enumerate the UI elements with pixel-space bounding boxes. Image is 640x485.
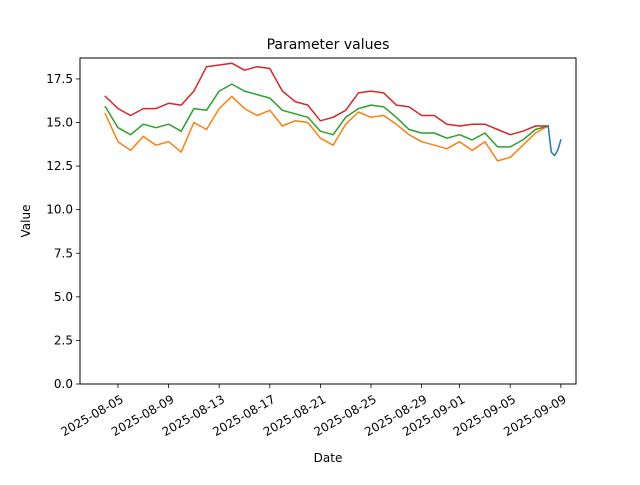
series-line-3 bbox=[104, 62, 549, 136]
y-tick-label: 15.0 bbox=[46, 116, 73, 130]
y-axis-ticks: 0.0 2.5 5.0 7.5 10.0 12.5 15.0 17.5 bbox=[46, 72, 80, 391]
series-layer bbox=[104, 62, 562, 162]
plot-frame bbox=[79, 57, 577, 385]
y-tick-label: 12.5 bbox=[46, 159, 73, 173]
y-axis-label: Value bbox=[19, 205, 33, 238]
y-tick-label: 17.5 bbox=[46, 72, 73, 86]
y-tick-label: 0.0 bbox=[54, 377, 73, 391]
y-tick-label: 10.0 bbox=[46, 203, 73, 217]
series-line-2 bbox=[104, 83, 550, 148]
series-line-4 bbox=[547, 125, 562, 157]
series-line-1 bbox=[104, 95, 550, 162]
x-axis-label: Date bbox=[314, 451, 343, 465]
chart-title: Parameter values bbox=[267, 37, 390, 53]
y-tick-label: 5.0 bbox=[54, 290, 73, 304]
y-tick-label: 2.5 bbox=[54, 333, 73, 347]
y-tick-label: 7.5 bbox=[54, 246, 73, 260]
